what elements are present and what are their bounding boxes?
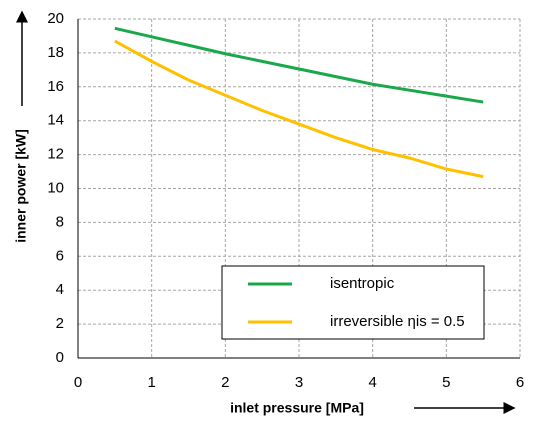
- x-tick-label: 1: [147, 374, 155, 391]
- legend-label: irreversible ηis = 0.5: [330, 313, 465, 330]
- y-tick-label: 18: [47, 44, 64, 61]
- y-tick-label: 4: [56, 281, 64, 298]
- y-tick-label: 12: [47, 146, 64, 163]
- line-series: [114, 39, 484, 179]
- y-tick-label: 14: [47, 112, 64, 129]
- y-tick-label: 20: [47, 10, 64, 27]
- y-tick-label: 0: [56, 349, 64, 366]
- x-tick-label: 3: [295, 374, 303, 391]
- y-tick-label: 8: [56, 213, 64, 230]
- x-tick-label: 4: [368, 374, 376, 391]
- x-tick-label: 5: [442, 374, 450, 391]
- y-tick-label: 2: [56, 315, 64, 332]
- x-tick-label: 0: [74, 374, 82, 391]
- x-tick-label: 6: [516, 374, 524, 391]
- y-axis-title: inner power [kW]: [13, 129, 29, 243]
- y-tick-label: 10: [47, 179, 64, 196]
- line-series: [114, 26, 484, 104]
- x-tick-label: 2: [221, 374, 229, 391]
- legend-box: [221, 265, 485, 340]
- x-axis-title: inlet pressure [MPa]: [230, 400, 364, 416]
- y-tick-label: 16: [47, 78, 64, 95]
- y-tick-label: 6: [56, 247, 64, 264]
- legend-label: isentropic: [330, 275, 395, 292]
